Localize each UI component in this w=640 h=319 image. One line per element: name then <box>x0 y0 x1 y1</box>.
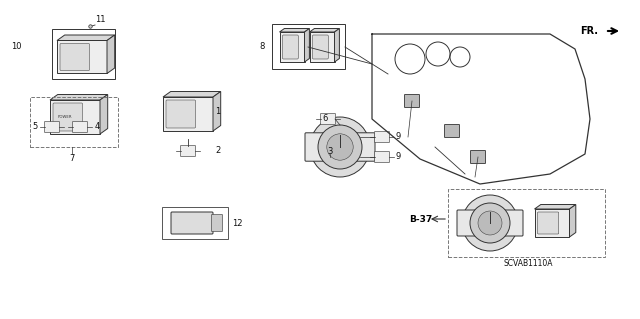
Text: B-37: B-37 <box>409 214 432 224</box>
Polygon shape <box>280 28 309 32</box>
Circle shape <box>310 117 370 177</box>
Text: 1: 1 <box>215 108 220 116</box>
FancyBboxPatch shape <box>53 103 83 131</box>
FancyBboxPatch shape <box>470 151 486 164</box>
FancyBboxPatch shape <box>211 214 223 232</box>
Polygon shape <box>335 28 339 62</box>
Polygon shape <box>310 28 339 32</box>
Text: 5: 5 <box>33 122 38 131</box>
Polygon shape <box>570 204 576 237</box>
FancyBboxPatch shape <box>374 152 390 162</box>
FancyBboxPatch shape <box>445 124 460 137</box>
Text: 9: 9 <box>396 132 401 142</box>
FancyBboxPatch shape <box>457 210 523 236</box>
FancyBboxPatch shape <box>60 43 90 70</box>
Text: 10: 10 <box>12 42 22 51</box>
Text: 9: 9 <box>396 152 401 161</box>
Polygon shape <box>107 35 115 73</box>
Text: SCVAB1110A: SCVAB1110A <box>503 259 553 269</box>
Text: 4: 4 <box>95 122 100 131</box>
Text: 6: 6 <box>323 115 328 123</box>
FancyBboxPatch shape <box>374 131 390 143</box>
FancyBboxPatch shape <box>538 212 559 234</box>
Polygon shape <box>280 32 305 62</box>
Polygon shape <box>534 209 570 237</box>
FancyBboxPatch shape <box>166 100 195 128</box>
Text: 7: 7 <box>69 154 75 164</box>
Circle shape <box>327 134 353 160</box>
Circle shape <box>318 125 362 169</box>
Text: POWER: POWER <box>58 115 72 119</box>
Polygon shape <box>57 35 115 41</box>
Polygon shape <box>534 204 576 209</box>
Polygon shape <box>213 92 221 131</box>
Circle shape <box>470 203 510 243</box>
FancyBboxPatch shape <box>171 212 213 234</box>
Polygon shape <box>310 32 335 62</box>
FancyBboxPatch shape <box>312 35 328 59</box>
Text: 2: 2 <box>215 146 220 155</box>
Circle shape <box>462 195 518 251</box>
Polygon shape <box>50 94 108 100</box>
Text: 12: 12 <box>232 219 243 227</box>
Polygon shape <box>305 28 309 62</box>
Polygon shape <box>50 100 100 134</box>
Text: 3: 3 <box>327 147 333 156</box>
FancyBboxPatch shape <box>180 145 195 157</box>
Circle shape <box>478 211 502 235</box>
Polygon shape <box>100 94 108 134</box>
Polygon shape <box>163 92 221 97</box>
Text: 11: 11 <box>95 15 106 24</box>
Text: FR.: FR. <box>580 26 598 36</box>
FancyBboxPatch shape <box>45 122 60 132</box>
Polygon shape <box>57 41 107 73</box>
Text: 8: 8 <box>260 42 265 51</box>
FancyBboxPatch shape <box>404 94 419 108</box>
FancyBboxPatch shape <box>321 114 335 124</box>
FancyBboxPatch shape <box>72 122 88 132</box>
FancyBboxPatch shape <box>282 35 298 59</box>
Polygon shape <box>163 97 213 131</box>
FancyBboxPatch shape <box>305 133 375 161</box>
